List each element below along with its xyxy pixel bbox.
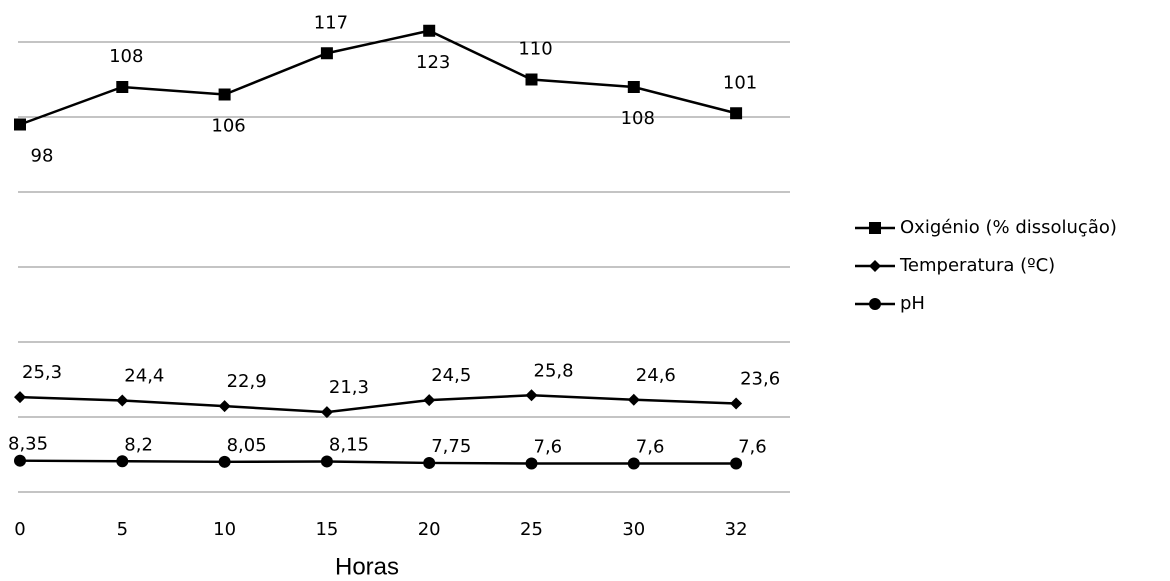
data-label: 108 bbox=[109, 46, 143, 67]
data-label: 98 bbox=[31, 146, 54, 167]
data-label: 24,6 bbox=[636, 365, 676, 386]
legend-label: Oxigénio (% dissolução) bbox=[900, 217, 1117, 238]
marker bbox=[525, 73, 538, 86]
data-label: 106 bbox=[211, 116, 245, 137]
x-tick-label: 10 bbox=[213, 519, 236, 540]
x-tick-label: 20 bbox=[418, 519, 441, 540]
marker bbox=[627, 81, 640, 93]
data-label: 24,4 bbox=[124, 366, 164, 387]
data-label: 7,6 bbox=[636, 437, 665, 458]
data-label: 25,8 bbox=[534, 360, 574, 381]
data-label: 110 bbox=[518, 39, 552, 60]
marker bbox=[14, 454, 26, 467]
marker bbox=[218, 88, 231, 101]
marker bbox=[116, 81, 129, 93]
marker bbox=[730, 397, 743, 410]
marker bbox=[730, 107, 743, 120]
x-axis-label: Horas bbox=[335, 553, 399, 580]
marker bbox=[320, 455, 333, 468]
data-label: 25,3 bbox=[22, 362, 62, 383]
marker bbox=[423, 24, 436, 37]
data-label: 123 bbox=[416, 52, 450, 73]
marker bbox=[423, 394, 436, 407]
data-label: 21,3 bbox=[329, 377, 369, 398]
data-label: 23,6 bbox=[740, 369, 780, 390]
marker bbox=[116, 455, 129, 468]
marker bbox=[14, 391, 26, 404]
data-label: 8,05 bbox=[227, 435, 267, 456]
data-label: 7,6 bbox=[534, 437, 563, 458]
series-line bbox=[19, 393, 737, 414]
data-label: 117 bbox=[314, 12, 348, 33]
marker bbox=[14, 118, 26, 131]
data-label: 7,75 bbox=[431, 436, 471, 457]
x-tick-label: 0 bbox=[14, 519, 25, 540]
x-tick-label: 32 bbox=[725, 519, 748, 540]
x-tick-label: 15 bbox=[315, 519, 338, 540]
marker bbox=[869, 222, 881, 234]
marker bbox=[320, 406, 333, 419]
data-label: 8,2 bbox=[124, 434, 153, 455]
x-tick-label: 25 bbox=[520, 519, 543, 540]
marker bbox=[869, 260, 881, 272]
legend-label: Temperatura (ºC) bbox=[899, 255, 1055, 276]
marker bbox=[423, 456, 436, 469]
marker bbox=[525, 457, 538, 470]
marker bbox=[627, 393, 640, 406]
marker bbox=[320, 47, 333, 60]
legend-label: pH bbox=[900, 293, 925, 314]
marker bbox=[869, 298, 881, 310]
data-label: 108 bbox=[621, 108, 655, 129]
data-label: 101 bbox=[723, 72, 757, 93]
data-label: 8,15 bbox=[329, 434, 369, 455]
marker bbox=[525, 389, 538, 402]
series-line bbox=[19, 459, 737, 465]
data-label: 8,35 bbox=[8, 434, 48, 455]
data-label: 7,6 bbox=[738, 437, 767, 458]
data-label: 24,5 bbox=[431, 365, 471, 386]
marker bbox=[116, 394, 129, 407]
marker bbox=[627, 457, 640, 470]
data-label: 22,9 bbox=[227, 371, 267, 392]
marker bbox=[218, 400, 231, 413]
x-tick-label: 30 bbox=[622, 519, 645, 540]
series-line bbox=[19, 29, 737, 126]
marker bbox=[730, 457, 743, 470]
marker bbox=[218, 455, 231, 468]
x-tick-label: 5 bbox=[117, 519, 128, 540]
